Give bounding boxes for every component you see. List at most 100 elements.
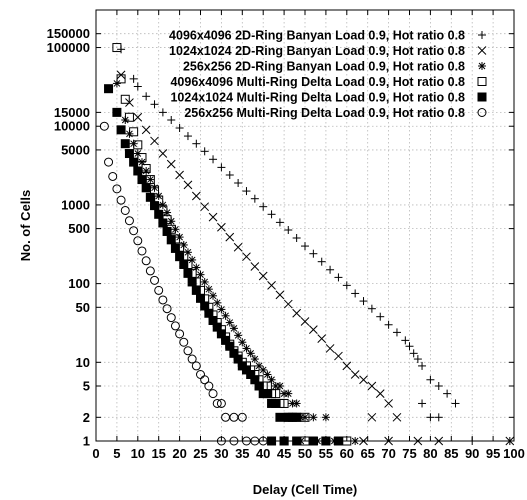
- data-point: [108, 171, 118, 181]
- data-point: [116, 195, 126, 205]
- data-point: [301, 242, 309, 251]
- x-tick-label: 20: [172, 446, 186, 461]
- data-point: [413, 436, 423, 446]
- data-point: [334, 351, 343, 361]
- data-point: [292, 399, 301, 408]
- data-point: [225, 232, 235, 242]
- legend-label: 256x256 2D-Ring Banyan Load 0.9, Hot rat…: [183, 60, 465, 74]
- grid: [96, 10, 514, 442]
- y-tick-label: 10000: [54, 119, 90, 134]
- data-point: [213, 298, 222, 307]
- data-point: [204, 285, 213, 294]
- data-point: [192, 139, 201, 148]
- data-point: [317, 257, 326, 266]
- data-point: [166, 313, 176, 323]
- data-point: [154, 285, 164, 295]
- data-point: [167, 116, 176, 125]
- data-point: [158, 149, 168, 158]
- data-point: [133, 140, 143, 150]
- data-point: [208, 212, 218, 222]
- data-point: [267, 210, 276, 219]
- data-point: [359, 375, 368, 385]
- data-point: [187, 277, 197, 287]
- data-point: [191, 191, 201, 201]
- data-point: [166, 159, 176, 169]
- data-point: [242, 187, 251, 196]
- data-point: [505, 436, 515, 446]
- data-point: [309, 249, 318, 258]
- data-point: [116, 125, 126, 135]
- x-tick-label: 0: [92, 446, 99, 461]
- data-point: [99, 121, 109, 131]
- legend-marker: [477, 92, 487, 102]
- x-tick-label: 55: [319, 446, 333, 461]
- data-point: [351, 437, 360, 445]
- data-point: [150, 201, 160, 211]
- data-point: [229, 436, 239, 446]
- data-point: [145, 192, 155, 202]
- data-point: [225, 171, 234, 180]
- data-point: [216, 398, 226, 408]
- data-point: [309, 325, 318, 335]
- data-point: [250, 194, 259, 203]
- data-point: [170, 321, 180, 331]
- x-tick-label: 95: [486, 446, 500, 461]
- data-point: [246, 349, 255, 358]
- legend-label: 4096x4096 2D-Ring Banyan Load 0.9, Hot r…: [169, 29, 465, 43]
- data-point: [133, 166, 143, 176]
- data-point: [191, 285, 201, 295]
- data-point: [137, 246, 147, 256]
- data-point: [426, 413, 435, 422]
- data-point: [284, 226, 293, 235]
- data-point: [275, 412, 285, 422]
- data-point: [308, 436, 318, 446]
- data-point: [112, 43, 122, 53]
- data-point: [367, 412, 377, 422]
- data-point: [317, 334, 327, 343]
- data-point: [279, 436, 289, 446]
- data-point: [158, 295, 168, 305]
- x-tick-label: 60: [340, 446, 354, 461]
- legend: 4096x4096 2D-Ring Banyan Load 0.9, Hot r…: [169, 29, 487, 120]
- data-point: [150, 100, 159, 109]
- data-point: [129, 157, 139, 167]
- data-point: [405, 342, 414, 351]
- data-point: [229, 324, 238, 333]
- data-point: [158, 218, 168, 228]
- data-point: [392, 328, 401, 337]
- data-point: [209, 291, 218, 300]
- data-point: [137, 153, 147, 163]
- legend-label: 1024x1024 Multi-Ring Delta Load 0.9, Hot…: [170, 91, 465, 105]
- data-point: [359, 436, 368, 446]
- data-point: [392, 412, 402, 422]
- y-axis-title: No. of Cells: [18, 190, 33, 262]
- data-point: [242, 252, 251, 262]
- y-tick-label: 50: [76, 300, 90, 315]
- data-point: [309, 413, 318, 422]
- data-point: [250, 355, 259, 364]
- data-point: [283, 299, 293, 309]
- data-point: [183, 132, 192, 141]
- data-point: [129, 74, 138, 83]
- y-tick-label: 5: [83, 378, 90, 393]
- data-point: [133, 82, 142, 91]
- data-point: [141, 256, 151, 266]
- data-point: [321, 436, 331, 446]
- data-point: [124, 216, 134, 226]
- data-point: [225, 318, 234, 327]
- data-point: [137, 175, 147, 185]
- data-point: [321, 413, 330, 422]
- data-point: [141, 183, 151, 193]
- data-point: [145, 266, 155, 276]
- data-point: [188, 255, 197, 264]
- data-point: [154, 209, 164, 219]
- data-point: [333, 436, 343, 446]
- data-point: [133, 112, 143, 122]
- y-tick-label: 500: [68, 221, 90, 236]
- data-point: [162, 226, 172, 236]
- y-tick-label: 2: [83, 410, 90, 425]
- data-point: [258, 271, 268, 281]
- y-tick-label: 1000: [61, 197, 90, 212]
- x-tick-label: 75: [402, 446, 416, 461]
